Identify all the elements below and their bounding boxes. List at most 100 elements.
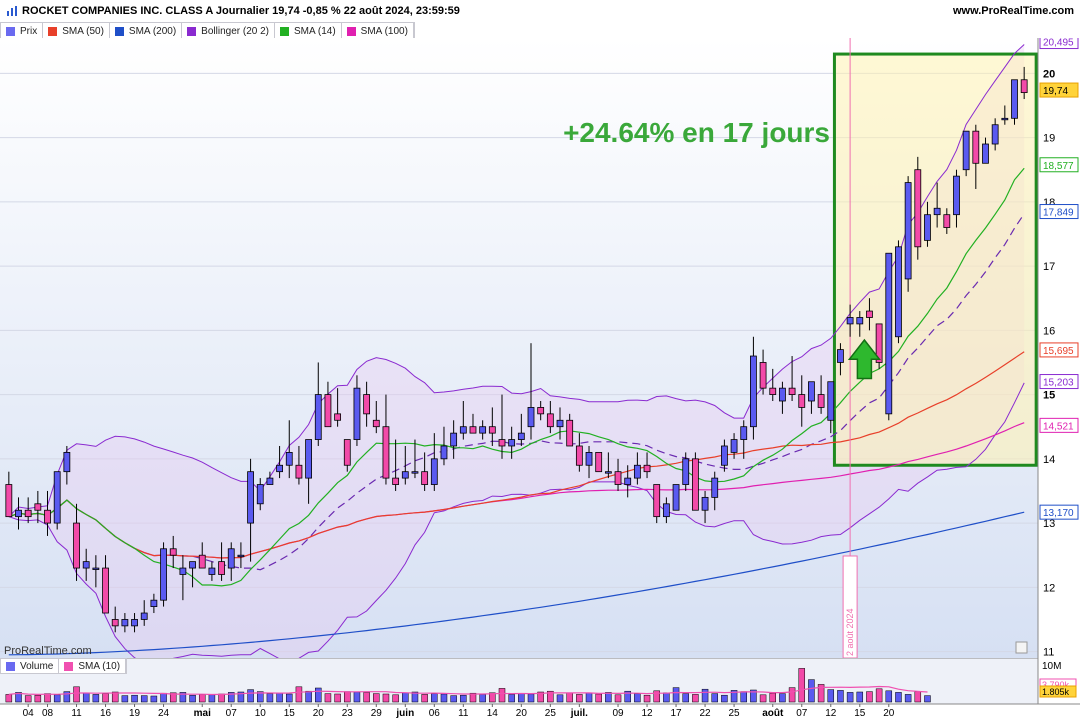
volume-legend-swatch bbox=[6, 661, 15, 671]
x-tick-label: 07 bbox=[796, 708, 808, 719]
candle bbox=[169, 535, 177, 569]
legend-item[interactable]: SMA (14) bbox=[275, 23, 342, 39]
candle bbox=[382, 394, 390, 485]
candle bbox=[643, 452, 651, 479]
candle bbox=[837, 343, 844, 376]
candle bbox=[334, 388, 342, 427]
candle bbox=[295, 445, 303, 485]
bollinger-upper-line bbox=[8, 44, 1025, 518]
candle-body bbox=[266, 477, 274, 485]
candle bbox=[866, 298, 873, 331]
legend-item[interactable]: SMA (50) bbox=[43, 23, 110, 39]
candle bbox=[740, 420, 748, 459]
volume-bar bbox=[489, 692, 496, 703]
volume-bar bbox=[798, 668, 806, 703]
x-tick-label: 09 bbox=[612, 708, 624, 719]
legend-item[interactable]: SMA (100) bbox=[342, 23, 414, 39]
candle-body bbox=[111, 619, 119, 627]
candle bbox=[943, 208, 951, 234]
volume-legend-item[interactable]: Volume bbox=[1, 659, 60, 673]
candle bbox=[430, 433, 438, 491]
volume-bar bbox=[53, 694, 61, 703]
volume-legend-item[interactable]: SMA (10) bbox=[59, 659, 127, 673]
candle bbox=[121, 613, 129, 633]
candle bbox=[633, 452, 641, 485]
volume-bar bbox=[431, 693, 438, 703]
volume-bar bbox=[295, 686, 303, 703]
x-tick-label: 16 bbox=[100, 708, 112, 719]
candle-body bbox=[53, 471, 61, 524]
volume-bar bbox=[315, 687, 322, 703]
settings-icon bbox=[1015, 641, 1028, 654]
candle bbox=[372, 401, 380, 434]
volume-bar bbox=[363, 692, 370, 703]
volume-bar bbox=[450, 695, 457, 703]
candle-body bbox=[314, 394, 322, 440]
price-label: 15,695 bbox=[1043, 346, 1074, 357]
candle bbox=[440, 426, 448, 466]
candle-body bbox=[92, 567, 100, 570]
candle bbox=[604, 452, 612, 479]
volume-bar bbox=[373, 693, 380, 703]
volume-last-box bbox=[1039, 685, 1077, 698]
legend-item[interactable]: Bollinger (20 2) bbox=[182, 23, 275, 39]
candle-body bbox=[82, 561, 90, 569]
candle bbox=[682, 452, 690, 491]
candle-body bbox=[227, 548, 235, 569]
legend-item[interactable]: SMA (200) bbox=[110, 23, 183, 39]
x-tick-label: 23 bbox=[342, 708, 354, 719]
legend-label: SMA (14) bbox=[293, 25, 336, 37]
candle bbox=[411, 439, 419, 479]
volume-bar bbox=[904, 694, 912, 703]
volume-bar bbox=[895, 692, 902, 703]
candle bbox=[208, 561, 216, 581]
candle bbox=[353, 375, 361, 446]
candle bbox=[140, 600, 148, 626]
legend-label: Bollinger (20 2) bbox=[201, 25, 269, 37]
legend-label: SMA (50) bbox=[62, 25, 104, 37]
candle bbox=[730, 433, 738, 459]
volume-sma-line bbox=[8, 685, 928, 696]
volume-tick-label: 10M bbox=[1042, 661, 1061, 672]
candle bbox=[595, 452, 603, 473]
candle bbox=[73, 503, 80, 581]
candle bbox=[363, 381, 371, 427]
site-url[interactable]: www.ProRealTime.com bbox=[952, 5, 1074, 17]
candle-body bbox=[401, 471, 409, 479]
volume-bar bbox=[759, 694, 767, 703]
candle bbox=[972, 124, 980, 189]
bollinger-lower-line bbox=[8, 382, 1025, 658]
x-tick-label: 25 bbox=[729, 708, 741, 719]
candle bbox=[44, 490, 51, 536]
price-label-box bbox=[1039, 38, 1079, 50]
volume-bar bbox=[585, 692, 593, 703]
volume-bar bbox=[856, 691, 864, 703]
annotation-text: +24.64% en 17 jours bbox=[563, 117, 830, 148]
volume-bar bbox=[750, 689, 757, 703]
volume-bar bbox=[624, 690, 631, 703]
candle-body bbox=[411, 471, 419, 474]
candle bbox=[527, 343, 535, 440]
candle bbox=[508, 426, 516, 459]
volume-bar bbox=[721, 694, 728, 703]
candle bbox=[701, 490, 709, 524]
price-chart[interactable]: 2 août 2024 +24.64% en 17 jours ProRealTim… bbox=[0, 38, 1080, 658]
candle-body bbox=[750, 355, 757, 428]
price-label-box bbox=[1039, 157, 1079, 173]
volume-legend-label: Volume bbox=[20, 660, 54, 672]
x-tick-label: 07 bbox=[226, 708, 238, 719]
volume-bar bbox=[111, 691, 119, 703]
volume-bar bbox=[576, 694, 583, 703]
candle bbox=[933, 182, 941, 228]
legend-item[interactable]: Prix bbox=[1, 23, 44, 39]
volume-bar bbox=[469, 692, 477, 703]
candle-body bbox=[218, 561, 225, 575]
legend-swatch bbox=[187, 26, 197, 36]
candle-body bbox=[479, 426, 487, 434]
x-tick-label: 20 bbox=[516, 708, 528, 719]
price-label: 20,495 bbox=[1043, 38, 1074, 49]
candle bbox=[827, 381, 835, 434]
x-tick-label: juin bbox=[395, 708, 414, 719]
volume-bar bbox=[817, 684, 825, 703]
